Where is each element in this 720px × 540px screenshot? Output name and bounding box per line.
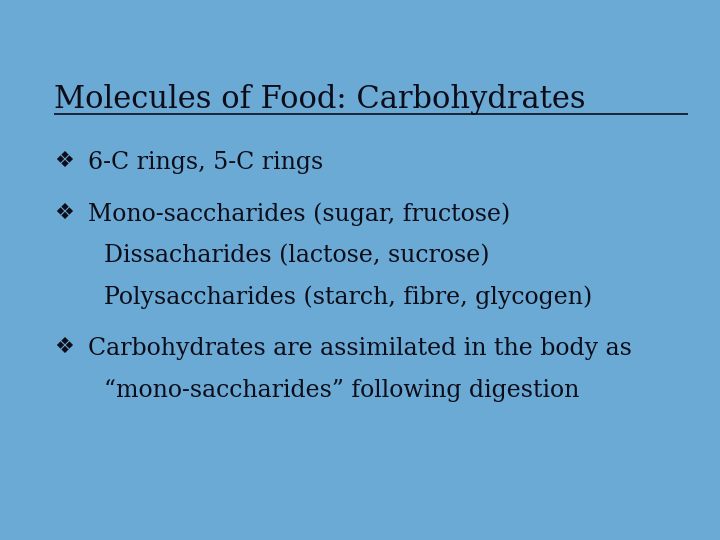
Text: Polysaccharides (starch, fibre, glycogen): Polysaccharides (starch, fibre, glycogen… <box>104 286 593 309</box>
Text: 6-C rings, 5-C rings: 6-C rings, 5-C rings <box>88 151 323 174</box>
Text: ❖: ❖ <box>54 151 74 171</box>
Text: Mono-saccharides (sugar, fructose): Mono-saccharides (sugar, fructose) <box>88 202 510 226</box>
Text: ❖: ❖ <box>54 337 74 357</box>
Text: Carbohydrates are assimilated in the body as: Carbohydrates are assimilated in the bod… <box>88 337 631 360</box>
Text: Molecules of Food: Carbohydrates: Molecules of Food: Carbohydrates <box>54 84 585 114</box>
Text: ❖: ❖ <box>54 202 74 222</box>
Text: “mono-saccharides” following digestion: “mono-saccharides” following digestion <box>104 379 580 402</box>
Text: Dissacharides (lactose, sucrose): Dissacharides (lactose, sucrose) <box>104 244 490 267</box>
